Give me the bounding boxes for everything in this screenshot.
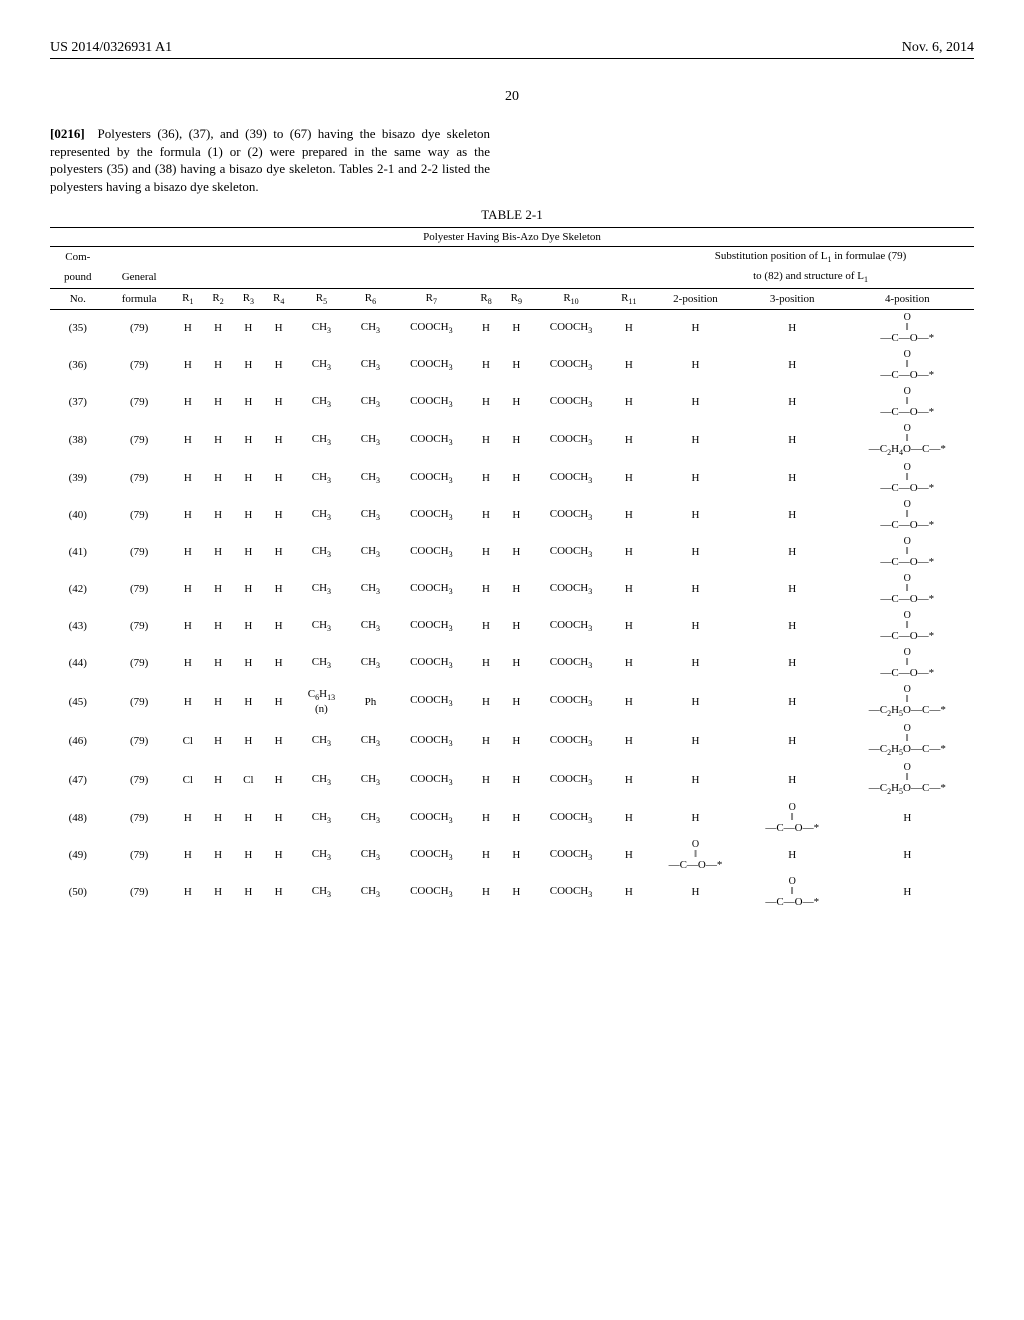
col-sub-right-top: Substitution position of L1 in formulae … (647, 247, 974, 268)
hdr-3pos: 3-position (744, 288, 841, 309)
table-row: (42)(79)HHHHCH3CH3COOCH3HHCOOCH3HHHO‖—C—… (50, 571, 974, 608)
table-title: Polyester Having Bis-Azo Dye Skeleton (50, 228, 974, 247)
table-caption: TABLE 2-1 (50, 207, 974, 223)
pub-date: Nov. 6, 2014 (902, 40, 974, 56)
hdr-r8: R8 (471, 288, 501, 309)
pub-number: US 2014/0326931 A1 (50, 40, 172, 56)
body-paragraph: [0216] Polyesters (36), (37), and (39) t… (50, 125, 490, 195)
table-row: (50)(79)HHHHCH3CH3COOCH3HHCOOCH3HHO‖—C—O… (50, 874, 974, 911)
hdr-4pos: 4-position (841, 288, 974, 309)
table-row: (37)(79)HHHHCH3CH3COOCH3HHCOOCH3HHHO‖—C—… (50, 384, 974, 421)
table-row: (44)(79)HHHHCH3CH3COOCH3HHCOOCH3HHHO‖—C—… (50, 645, 974, 682)
page-number: 20 (50, 89, 974, 105)
col-compound-3: General (106, 267, 173, 288)
hdr-r9: R9 (501, 288, 531, 309)
table-row: (45)(79)HHHHC6H13(n)PhCOOCH3HHCOOCH3HHHO… (50, 682, 974, 721)
hdr-r5: R5 (294, 288, 349, 309)
table-row: (43)(79)HHHHCH3CH3COOCH3HHCOOCH3HHHO‖—C—… (50, 608, 974, 645)
col-sub-right-bot: to (82) and structure of L1 (647, 267, 974, 288)
hdr-r4: R4 (264, 288, 294, 309)
table-row: (39)(79)HHHHCH3CH3COOCH3HHCOOCH3HHHO‖—C—… (50, 460, 974, 497)
hdr-no: No. (50, 288, 106, 309)
page-header: US 2014/0326931 A1 Nov. 6, 2014 (50, 40, 974, 59)
table-row: (46)(79)ClHHHCH3CH3COOCH3HHCOOCH3HHHO‖—C… (50, 721, 974, 760)
hdr-2pos: 2-position (647, 288, 744, 309)
hdr-r6: R6 (349, 288, 392, 309)
paragraph-text: Polyesters (36), (37), and (39) to (67) … (50, 126, 490, 194)
table-row: (48)(79)HHHHCH3CH3COOCH3HHCOOCH3HHO‖—C—O… (50, 800, 974, 837)
table-row: (35)(79)HHHHCH3CH3COOCH3HHCOOCH3HHHO‖—C—… (50, 309, 974, 347)
table-row: (47)(79)ClHClHCH3CH3COOCH3HHCOOCH3HHHO‖—… (50, 760, 974, 799)
hdr-formula: formula (106, 288, 173, 309)
hdr-r7: R7 (392, 288, 471, 309)
table-row: (38)(79)HHHHCH3CH3COOCH3HHCOOCH3HHHO‖—C2… (50, 421, 974, 460)
table-row: (41)(79)HHHHCH3CH3COOCH3HHCOOCH3HHHO‖—C—… (50, 534, 974, 571)
col-compound-1: Com- (50, 247, 106, 268)
table-row: (36)(79)HHHHCH3CH3COOCH3HHCOOCH3HHHO‖—C—… (50, 347, 974, 384)
hdr-r1: R1 (173, 288, 203, 309)
hdr-r3: R3 (233, 288, 263, 309)
paragraph-label: [0216] (50, 126, 85, 141)
polyester-table: Polyester Having Bis-Azo Dye Skeleton Co… (50, 227, 974, 910)
hdr-r11: R11 (611, 288, 648, 309)
hdr-r2: R2 (203, 288, 233, 309)
hdr-r10: R10 (531, 288, 610, 309)
table-row: (49)(79)HHHHCH3CH3COOCH3HHCOOCH3HO‖—C—O—… (50, 837, 974, 874)
table-row: (40)(79)HHHHCH3CH3COOCH3HHCOOCH3HHHO‖—C—… (50, 497, 974, 534)
col-compound-2: pound (50, 267, 106, 288)
